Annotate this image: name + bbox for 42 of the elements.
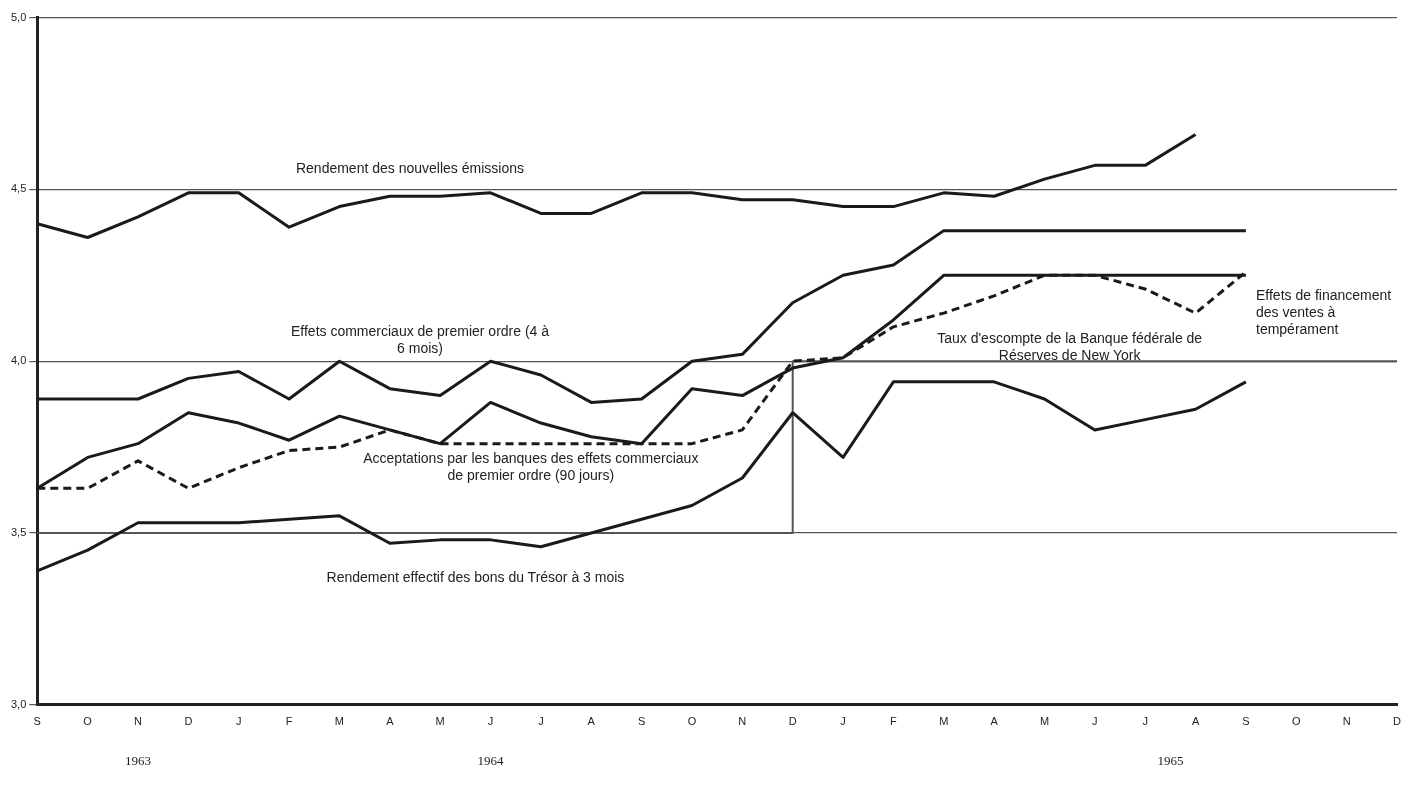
x-tick-label: O	[1292, 715, 1301, 728]
x-tick-label: A	[587, 715, 596, 728]
x-tick-label: O	[687, 715, 697, 728]
x-tick-label: O	[83, 715, 93, 728]
x-tick-label: M	[939, 715, 949, 728]
x-tick-label: A	[1191, 715, 1200, 728]
text: 1964	[477, 753, 505, 769]
x-tick-label: J	[487, 715, 494, 728]
x-tick-label: J	[1142, 715, 1148, 728]
y-tick-label: 3,5	[10, 526, 27, 539]
x-tick-label: M	[334, 715, 345, 728]
x-tick-label: M	[435, 715, 445, 728]
x-tick-label: S	[637, 715, 646, 728]
x-tick-label: N	[134, 715, 143, 728]
x-tick-label: J	[538, 715, 544, 728]
series-label: Effets de financement des ventes à tempérament	[1255, 286, 1392, 337]
x-tick-label: J	[1092, 715, 1098, 728]
text: 1963	[125, 753, 152, 769]
y-tick-label: 4,0	[10, 354, 27, 367]
text: Rendement des nouvelles émissions	[295, 159, 524, 176]
series-label: Acceptations par les banques des effets commerciaux de premier ordre (90 jours)	[363, 449, 699, 483]
x-tick-label: J	[235, 715, 242, 728]
y-tick-label: 5,0	[10, 10, 27, 23]
y-tick-label: 4,5	[10, 182, 27, 195]
y-tick-label: 3,0	[10, 697, 27, 710]
x-tick-label: A	[990, 715, 999, 728]
text: 1965	[1157, 753, 1184, 769]
x-tick-label: F	[890, 715, 898, 728]
x-tick-label: N	[738, 715, 747, 728]
x-tick-label: J	[840, 715, 846, 728]
x-tick-label: D	[788, 715, 797, 728]
text: Rendement effectif des bons du Trésor à 3 mois	[326, 568, 625, 585]
x-tick-label: D	[1393, 715, 1402, 728]
series-label: Effets commerciaux de premier ordre (4 à 6 mois)	[290, 322, 550, 356]
x-tick-label: A	[386, 715, 395, 728]
x-tick-label: S	[1242, 715, 1250, 728]
x-tick-label: D	[184, 715, 193, 728]
series-label: Taux d'escompte de la Banque fédérale de Réserves de New York	[937, 329, 1203, 363]
x-tick-label: N	[1342, 715, 1351, 728]
x-tick-label: F	[285, 715, 293, 728]
x-tick-label: M	[1039, 715, 1050, 728]
x-tick-label: S	[33, 715, 41, 728]
